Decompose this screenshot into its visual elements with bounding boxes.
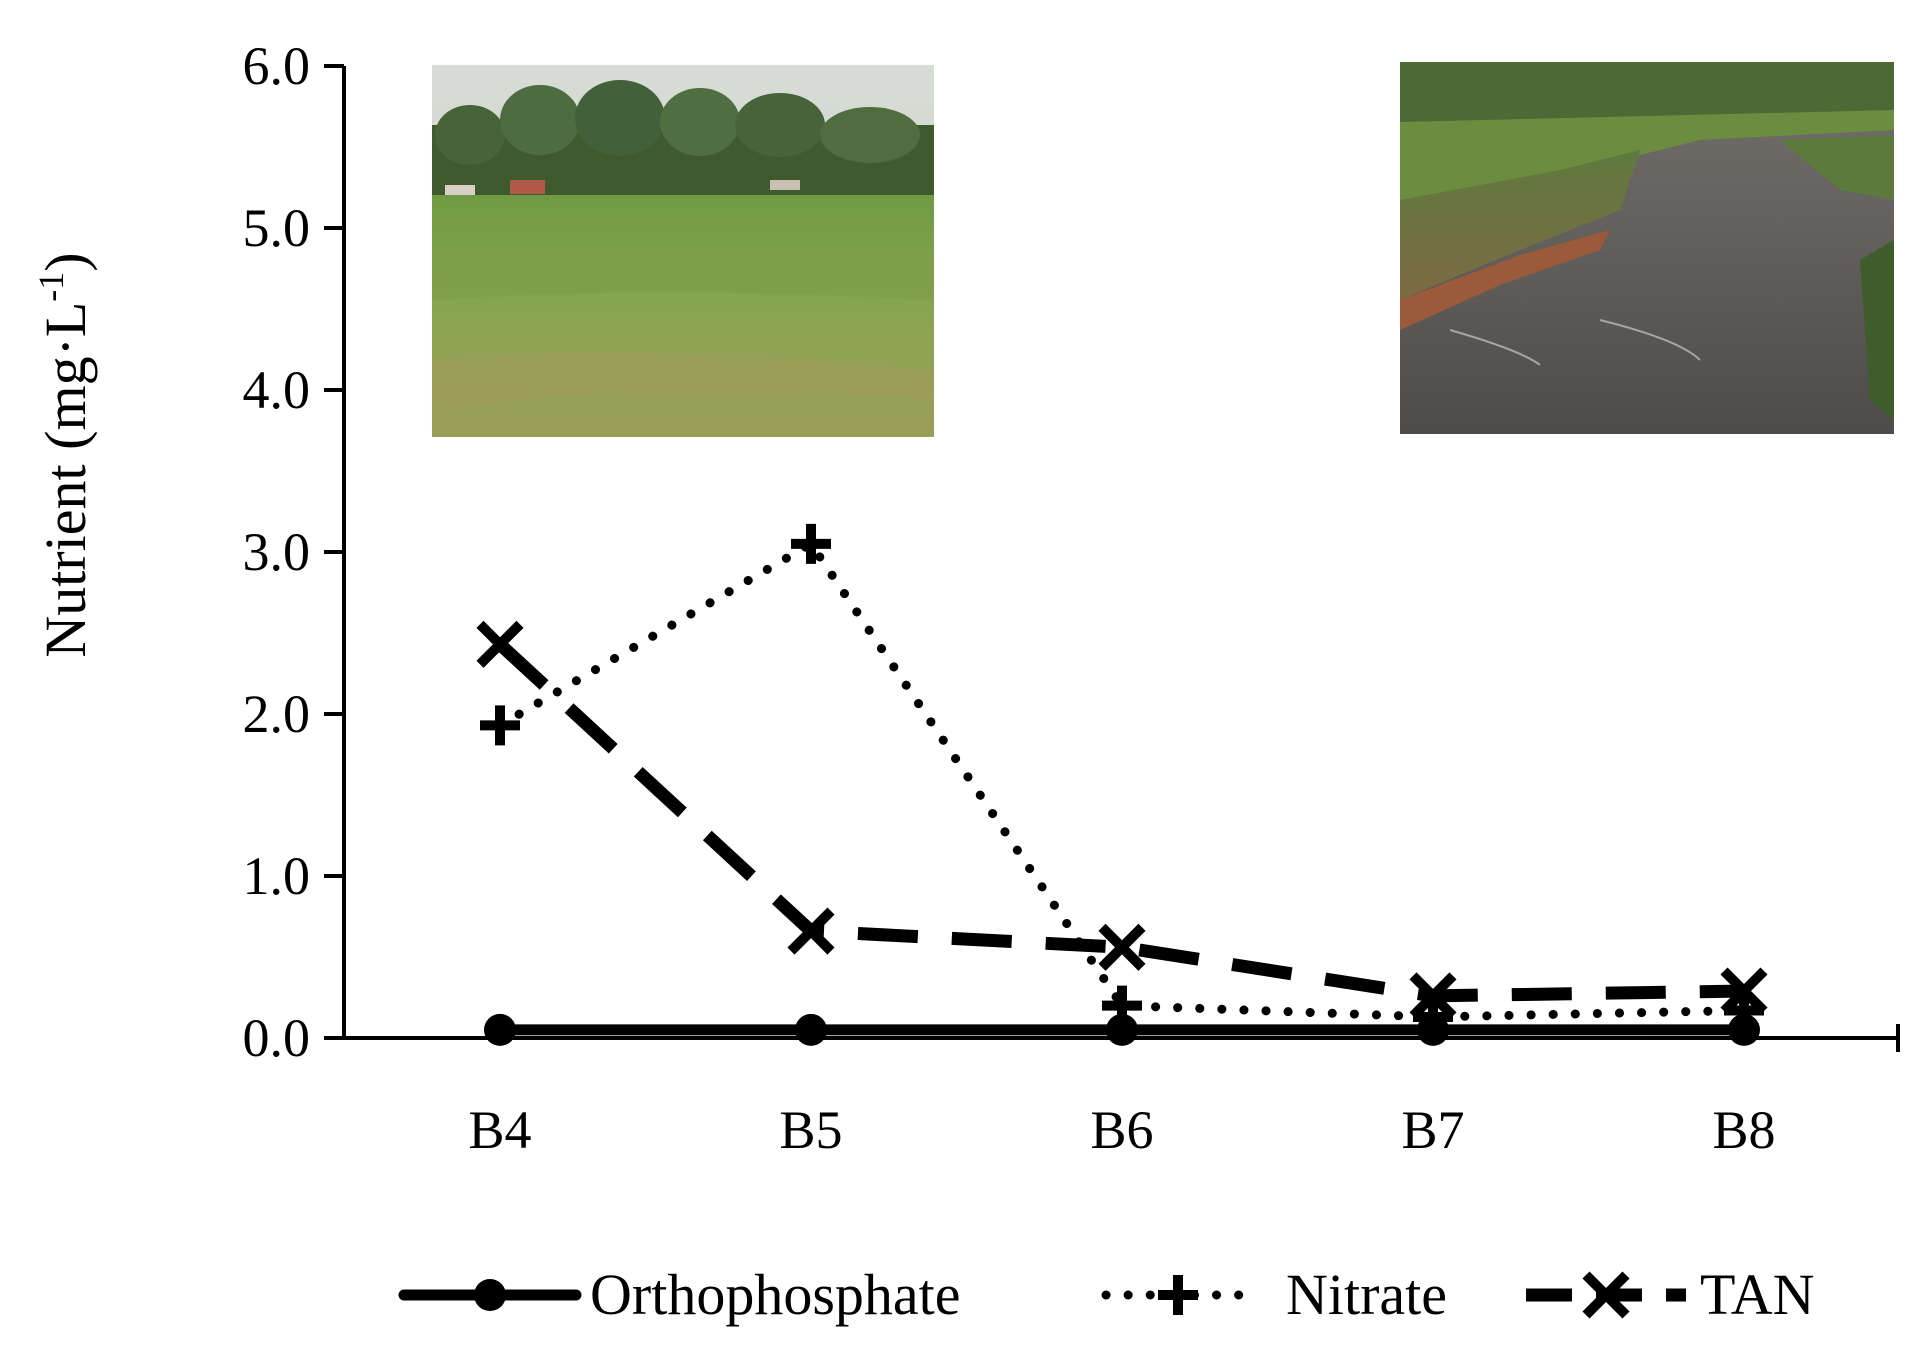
x-tick-label: B5 [779, 1100, 842, 1160]
y-axis-label: Nutrient (mg·L-1) [31, 252, 98, 657]
data-point-plus [1158, 1275, 1198, 1315]
data-point-circle [484, 1013, 516, 1046]
legend-label-orthophosphate: Orthophosphate [590, 1262, 961, 1327]
data-point-x [1720, 967, 1768, 1015]
data-point-x [787, 907, 835, 955]
data-point-x [1409, 972, 1457, 1020]
y-tick-label: 6.0 [243, 36, 311, 96]
legend: Orthophosphate Nitrate TAN [398, 1262, 1815, 1327]
y-tick-label: 5.0 [243, 198, 311, 258]
data-point-circle [1417, 1013, 1449, 1046]
grassland-photo [432, 65, 934, 437]
data-point-circle [474, 1279, 506, 1311]
data-point-x [1582, 1271, 1630, 1319]
series-layer [476, 523, 1768, 1046]
series-line-nitrate [495, 539, 1749, 1022]
data-point-x [476, 620, 524, 668]
data-point-circle [795, 1013, 827, 1046]
y-tick-label: 1.0 [243, 846, 311, 906]
series-line-tan [495, 639, 1745, 1003]
x-tick-label: B4 [468, 1100, 531, 1160]
x-tick-label: B6 [1090, 1100, 1153, 1160]
legend-label-tan: TAN [1700, 1262, 1815, 1327]
data-point-circle [1106, 1013, 1138, 1046]
y-tick-label: 0.0 [243, 1008, 311, 1068]
data-point-circle [1728, 1013, 1760, 1046]
y-tick-label: 3.0 [243, 522, 311, 582]
y-tick-label: 2.0 [243, 684, 311, 744]
data-point-x [1098, 923, 1146, 971]
legend-label-nitrate: Nitrate [1286, 1262, 1447, 1327]
river-photo [1400, 62, 1894, 434]
y-tick-label: 4.0 [243, 360, 311, 420]
x-tick-label: B7 [1401, 1100, 1464, 1160]
data-point-plus [480, 705, 520, 746]
data-point-plus [791, 523, 831, 564]
x-tick-label: B8 [1712, 1100, 1775, 1160]
